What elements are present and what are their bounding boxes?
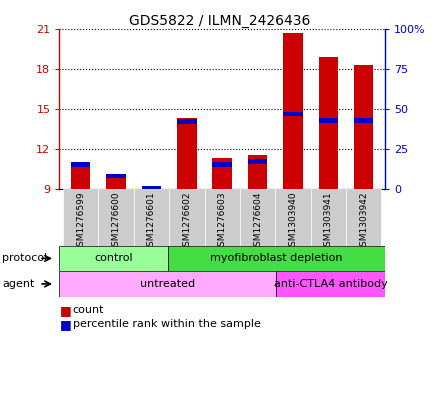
Text: GSM1276602: GSM1276602 — [182, 191, 191, 252]
Bar — [311, 189, 346, 246]
Bar — [248, 156, 268, 189]
Bar — [248, 159, 268, 164]
Text: myofibroblast depletion: myofibroblast depletion — [210, 253, 343, 263]
Bar — [276, 271, 385, 297]
Text: GSM1276603: GSM1276603 — [218, 191, 227, 252]
Bar — [346, 189, 381, 246]
Text: GSM1303942: GSM1303942 — [359, 191, 368, 252]
Bar — [71, 165, 90, 189]
Text: ■: ■ — [59, 318, 71, 331]
Bar — [106, 178, 126, 189]
Bar — [177, 119, 197, 124]
Bar — [169, 189, 205, 246]
Text: untreated: untreated — [140, 279, 195, 289]
Bar — [59, 246, 168, 271]
Text: protocol: protocol — [2, 253, 48, 263]
Text: GSM1276599: GSM1276599 — [76, 191, 85, 252]
Text: count: count — [73, 305, 104, 316]
Text: GDS5822 / ILMN_2426436: GDS5822 / ILMN_2426436 — [129, 14, 311, 28]
Bar — [213, 162, 232, 167]
Text: GSM1276604: GSM1276604 — [253, 191, 262, 252]
Text: percentile rank within the sample: percentile rank within the sample — [73, 319, 260, 329]
Bar — [106, 174, 126, 178]
Bar — [283, 33, 303, 189]
Text: anti-CTLA4 antibody: anti-CTLA4 antibody — [274, 279, 388, 289]
Text: GSM1276600: GSM1276600 — [111, 191, 121, 252]
Bar — [177, 118, 197, 189]
Text: GSM1303940: GSM1303940 — [289, 191, 297, 252]
Text: GSM1303941: GSM1303941 — [324, 191, 333, 252]
Bar — [142, 186, 161, 191]
Text: agent: agent — [2, 279, 35, 289]
Text: GSM1276601: GSM1276601 — [147, 191, 156, 252]
Text: control: control — [94, 253, 133, 263]
Bar — [168, 246, 385, 271]
Bar — [98, 189, 134, 246]
Bar — [240, 189, 275, 246]
Bar — [319, 57, 338, 189]
Text: ■: ■ — [59, 304, 71, 317]
Bar — [354, 118, 374, 123]
Bar — [275, 189, 311, 246]
Bar — [63, 189, 98, 246]
Bar — [134, 189, 169, 246]
Bar — [319, 118, 338, 123]
Bar — [213, 158, 232, 189]
Bar — [71, 162, 90, 167]
Bar — [283, 112, 303, 116]
Bar — [205, 189, 240, 246]
Bar — [59, 271, 276, 297]
Bar — [354, 65, 374, 189]
